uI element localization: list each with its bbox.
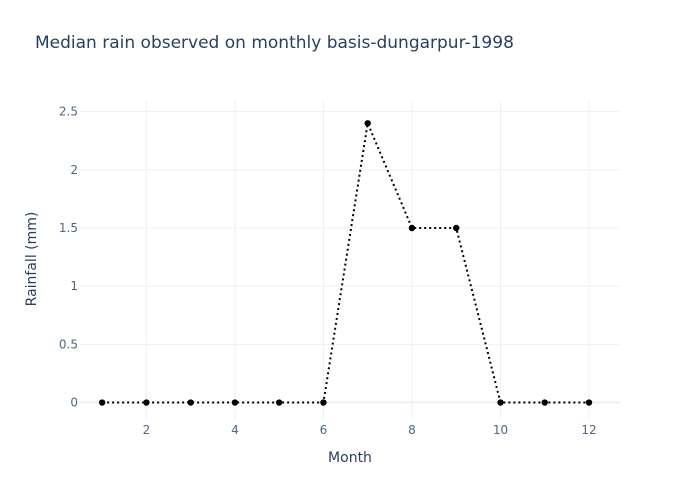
- data-point[interactable]: [98, 399, 106, 406]
- x-tick-label: 4: [231, 423, 239, 437]
- axis-layer: 2 4 6 8 10 12 0 0.5 1 1.5 2 2.5: [59, 105, 597, 437]
- y-tick-label: 0: [70, 396, 78, 410]
- y-axis-label: Rainfall (mm): [24, 212, 40, 307]
- data-point[interactable]: [497, 399, 504, 406]
- data-point[interactable]: [275, 399, 283, 406]
- chart-title: Median rain observed on monthly basis-du…: [35, 33, 514, 53]
- x-tick-label: 10: [493, 423, 508, 437]
- series-line: [102, 119, 590, 404]
- x-tick-label: 2: [143, 423, 151, 437]
- data-point[interactable]: [187, 399, 194, 406]
- y-tick-label: 2.5: [59, 105, 78, 119]
- x-tick-label: 6: [320, 423, 328, 437]
- data-point[interactable]: [364, 120, 371, 127]
- data-point[interactable]: [320, 399, 327, 406]
- data-point[interactable]: [408, 224, 416, 232]
- data-point[interactable]: [585, 399, 593, 406]
- x-tick-label: 12: [581, 423, 596, 437]
- y-tick-label: 1: [70, 279, 78, 293]
- y-tick-label: 2: [70, 163, 78, 177]
- x-axis-label: Month: [328, 450, 372, 466]
- y-tick-label: 1.5: [59, 221, 78, 235]
- data-point[interactable]: [541, 399, 548, 406]
- series-layer: [98, 119, 593, 406]
- data-point[interactable]: [453, 224, 460, 232]
- x-tick-label: 8: [408, 423, 416, 437]
- y-tick-label: 0.5: [59, 337, 78, 351]
- data-point[interactable]: [143, 399, 150, 406]
- grid-layer: [80, 100, 620, 420]
- data-point[interactable]: [231, 399, 239, 406]
